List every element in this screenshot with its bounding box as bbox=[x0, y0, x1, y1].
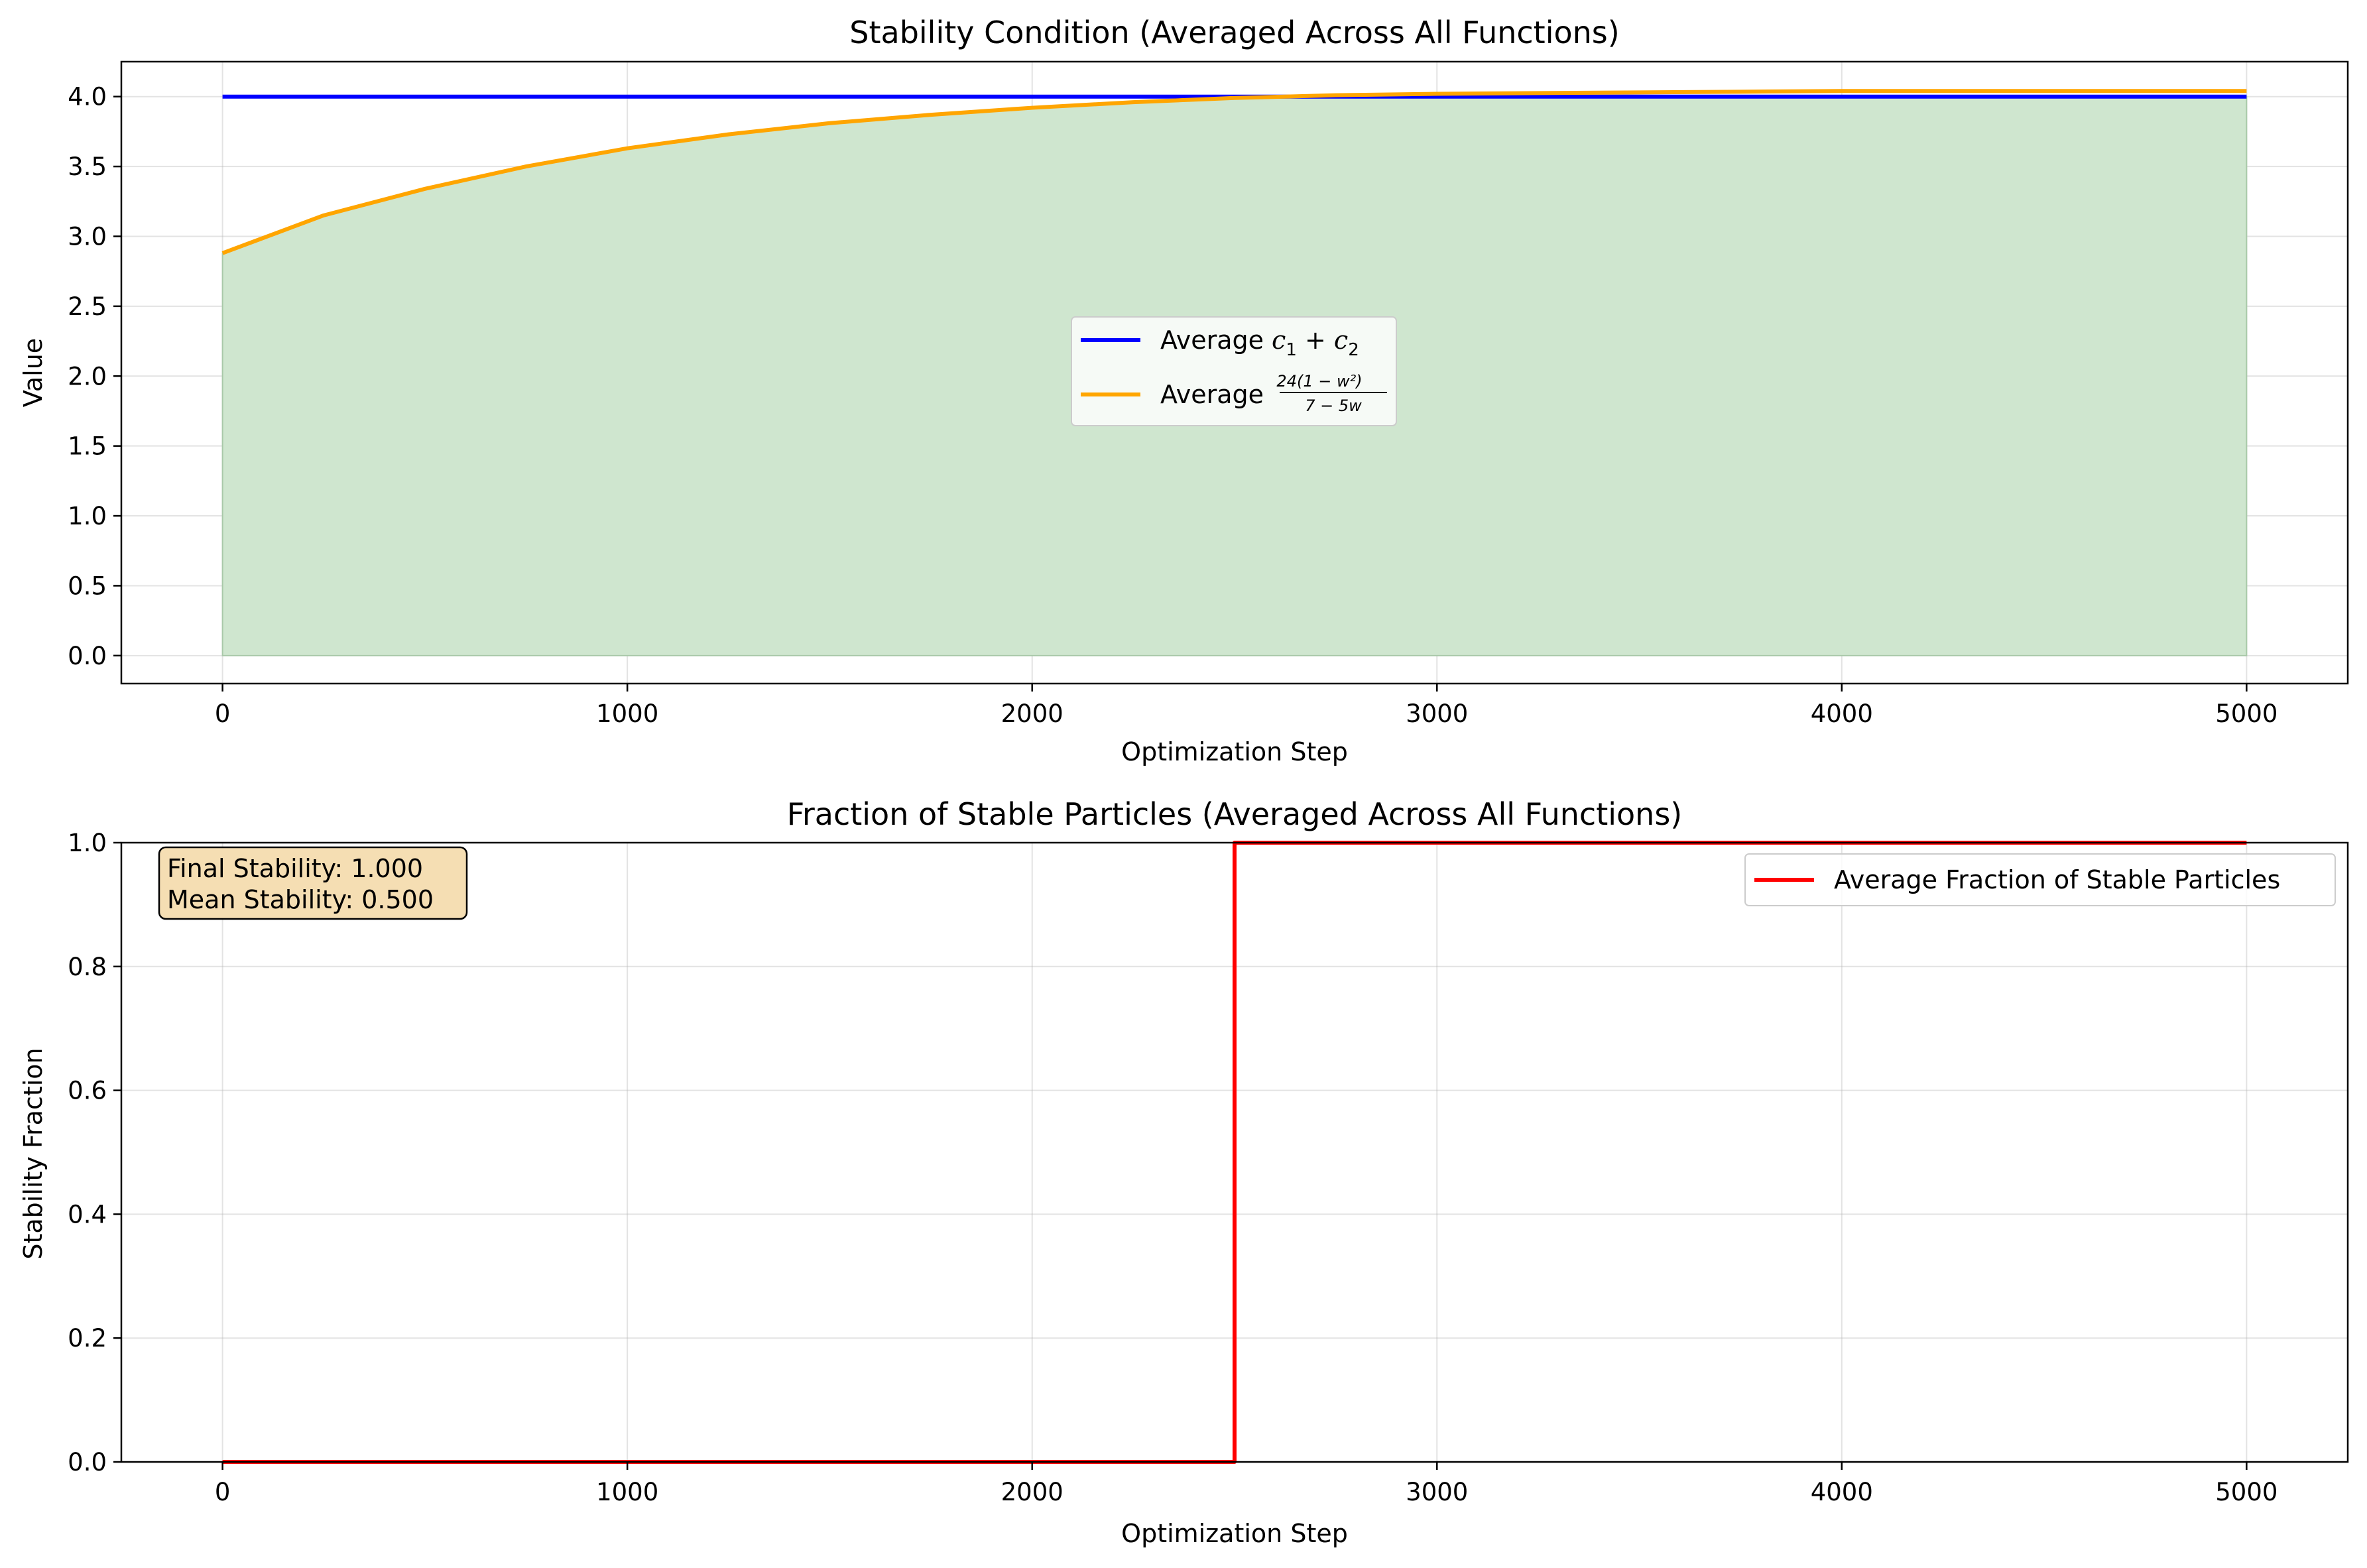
top-y-ticks: 0.0 0.5 1.0 1.5 2.0 2.5 3.0 3.5 4.0 bbox=[68, 83, 121, 670]
stability-summary-box: Final Stability: 1.000 Mean Stability: 0… bbox=[158, 846, 468, 920]
bottom-x-axis-label: Optimization Step bbox=[1121, 1519, 1348, 1548]
series-line-1 bbox=[221, 89, 2247, 255]
x-tick-label: 5000 bbox=[2215, 1478, 2277, 1506]
x-tick-label: 0 bbox=[215, 1478, 231, 1506]
y-tick-label: 1.0 bbox=[68, 829, 107, 857]
x-tick-label: 2000 bbox=[1001, 699, 1063, 728]
bottom-plot-frame bbox=[120, 841, 2349, 1463]
y-tick-label: 4.0 bbox=[68, 83, 107, 111]
legend-math-c2: c bbox=[1334, 326, 1348, 355]
legend-label-c1c2: Average c1 + c2 bbox=[1160, 326, 1359, 360]
bottom-chart-title: Fraction of Stable Particles (Averaged A… bbox=[787, 796, 1683, 832]
y-tick-label: 0.6 bbox=[68, 1077, 107, 1105]
bottom-y-axis-label: Stability Fraction bbox=[19, 1048, 48, 1259]
top-series-lines bbox=[221, 89, 2247, 255]
top-plot-frame bbox=[120, 60, 2349, 685]
final-stability-text: Final Stability: 1.000 bbox=[167, 854, 423, 883]
x-tick-label: 3000 bbox=[1406, 699, 1468, 728]
x-tick-label: 1000 bbox=[596, 699, 658, 728]
y-tick-label: 0.5 bbox=[68, 572, 107, 600]
y-tick-label: 2.0 bbox=[68, 362, 107, 391]
legend-math-sub1: 1 bbox=[1286, 340, 1297, 360]
y-tick-label: 3.0 bbox=[68, 222, 107, 251]
top-legend: Average c1 + c2 Average 24(1 − w²) 7 − 5w bbox=[1071, 316, 1397, 426]
legend-fraction-numerator: 24(1 − w²) bbox=[1276, 372, 1362, 391]
y-tick-label: 1.5 bbox=[68, 432, 107, 461]
top-y-axis-label: Value bbox=[19, 338, 48, 407]
x-tick-label: 2000 bbox=[1001, 1478, 1063, 1506]
legend-prefix-ratio: Average bbox=[1160, 380, 1264, 409]
bottom-y-ticks: 0.0 0.2 0.4 0.6 0.8 1.0 bbox=[68, 829, 121, 1477]
series-line-0 bbox=[222, 841, 2247, 1464]
bottom-legend: Average Fraction of Stable Particles bbox=[1744, 853, 2336, 906]
top-x-axis-label: Optimization Step bbox=[1121, 737, 1348, 766]
mean-stability-text: Mean Stability: 0.500 bbox=[167, 885, 434, 914]
x-tick-label: 4000 bbox=[1811, 1478, 1873, 1506]
x-tick-label: 0 bbox=[215, 699, 231, 728]
stable-particles-panel: Fraction of Stable Particles (Averaged A… bbox=[19, 796, 2349, 1548]
y-tick-label: 0.2 bbox=[68, 1324, 107, 1353]
y-tick-label: 1.0 bbox=[68, 502, 107, 530]
bottom-legend-box bbox=[1744, 853, 2336, 906]
bottom-x-ticks: 0 1000 2000 3000 4000 5000 bbox=[215, 1462, 2277, 1506]
legend-fraction-denominator: 7 − 5w bbox=[1305, 396, 1362, 415]
legend-math-sub2: 2 bbox=[1348, 340, 1359, 360]
legend-prefix-c1c2: Average bbox=[1160, 326, 1264, 355]
top-legend-box bbox=[1071, 316, 1397, 426]
legend-math-c: c bbox=[1272, 326, 1286, 355]
x-tick-label: 4000 bbox=[1811, 699, 1873, 728]
y-tick-label: 0.8 bbox=[68, 953, 107, 981]
stability-condition-panel: Stability Condition (Averaged Across All… bbox=[19, 15, 2349, 766]
y-tick-label: 3.5 bbox=[68, 152, 107, 181]
legend-math-plus: + bbox=[1297, 326, 1334, 355]
stability-summary-background bbox=[158, 846, 468, 920]
legend-label-stable-fraction: Average Fraction of Stable Particles bbox=[1834, 865, 2280, 894]
y-tick-label: 2.5 bbox=[68, 292, 107, 321]
top-x-ticks: 0 1000 2000 3000 4000 5000 bbox=[215, 684, 2277, 728]
y-tick-label: 0.4 bbox=[68, 1200, 107, 1229]
y-tick-label: 0.0 bbox=[68, 642, 107, 670]
top-chart-title: Stability Condition (Averaged Across All… bbox=[849, 15, 1619, 50]
x-tick-label: 5000 bbox=[2215, 699, 2277, 728]
x-tick-label: 3000 bbox=[1406, 1478, 1468, 1506]
x-tick-label: 1000 bbox=[596, 1478, 658, 1506]
y-tick-label: 0.0 bbox=[68, 1448, 107, 1477]
bottom-series-lines bbox=[222, 841, 2247, 1464]
